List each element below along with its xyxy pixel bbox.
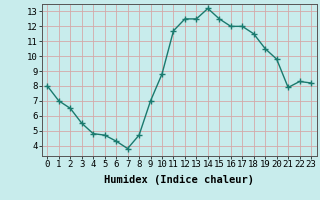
X-axis label: Humidex (Indice chaleur): Humidex (Indice chaleur) [104, 175, 254, 185]
